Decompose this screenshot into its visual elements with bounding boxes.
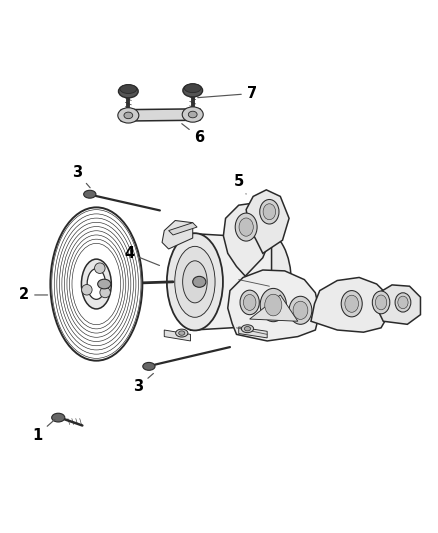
Ellipse shape <box>260 199 279 224</box>
Text: 1: 1 <box>32 419 55 442</box>
Ellipse shape <box>176 329 188 337</box>
Text: 2: 2 <box>19 287 48 302</box>
Ellipse shape <box>260 288 286 322</box>
Ellipse shape <box>341 290 362 317</box>
Ellipse shape <box>143 362 155 370</box>
Ellipse shape <box>244 294 256 310</box>
Ellipse shape <box>239 232 291 332</box>
Ellipse shape <box>372 291 390 314</box>
Polygon shape <box>162 221 193 249</box>
Ellipse shape <box>118 108 139 123</box>
Ellipse shape <box>395 293 411 312</box>
Ellipse shape <box>263 204 276 220</box>
Ellipse shape <box>167 233 223 330</box>
Ellipse shape <box>120 85 137 93</box>
Ellipse shape <box>289 296 312 324</box>
Text: 5: 5 <box>233 174 246 194</box>
Ellipse shape <box>52 413 65 422</box>
Polygon shape <box>169 223 197 235</box>
Ellipse shape <box>241 325 254 333</box>
Ellipse shape <box>398 296 408 309</box>
Ellipse shape <box>87 269 106 300</box>
Circle shape <box>81 285 92 295</box>
Ellipse shape <box>193 276 206 287</box>
Ellipse shape <box>240 290 259 314</box>
Polygon shape <box>239 327 267 338</box>
Polygon shape <box>191 233 272 330</box>
Ellipse shape <box>118 85 138 98</box>
Text: 4: 4 <box>124 246 159 265</box>
Ellipse shape <box>265 294 282 316</box>
Ellipse shape <box>179 331 185 335</box>
Ellipse shape <box>244 327 251 331</box>
Polygon shape <box>228 270 320 341</box>
Ellipse shape <box>81 259 111 309</box>
Polygon shape <box>250 295 298 321</box>
Ellipse shape <box>188 111 197 118</box>
Circle shape <box>95 263 105 273</box>
Ellipse shape <box>175 246 215 317</box>
Ellipse shape <box>183 261 207 303</box>
Text: 3: 3 <box>71 165 90 188</box>
Ellipse shape <box>50 207 142 361</box>
Ellipse shape <box>235 213 257 241</box>
Ellipse shape <box>375 295 387 310</box>
Polygon shape <box>121 109 200 121</box>
Text: 3: 3 <box>133 374 153 394</box>
Polygon shape <box>246 190 289 253</box>
Circle shape <box>100 287 110 298</box>
Ellipse shape <box>345 295 359 312</box>
Ellipse shape <box>184 84 201 93</box>
Ellipse shape <box>183 84 202 97</box>
Ellipse shape <box>293 301 308 319</box>
Text: 6: 6 <box>182 124 205 145</box>
Ellipse shape <box>84 190 96 198</box>
Polygon shape <box>376 285 420 324</box>
Text: 7: 7 <box>198 86 257 101</box>
Polygon shape <box>311 278 390 332</box>
Ellipse shape <box>182 107 203 122</box>
Polygon shape <box>164 330 191 341</box>
Polygon shape <box>223 203 272 276</box>
Ellipse shape <box>239 218 253 236</box>
Ellipse shape <box>124 112 133 119</box>
Ellipse shape <box>98 279 111 289</box>
